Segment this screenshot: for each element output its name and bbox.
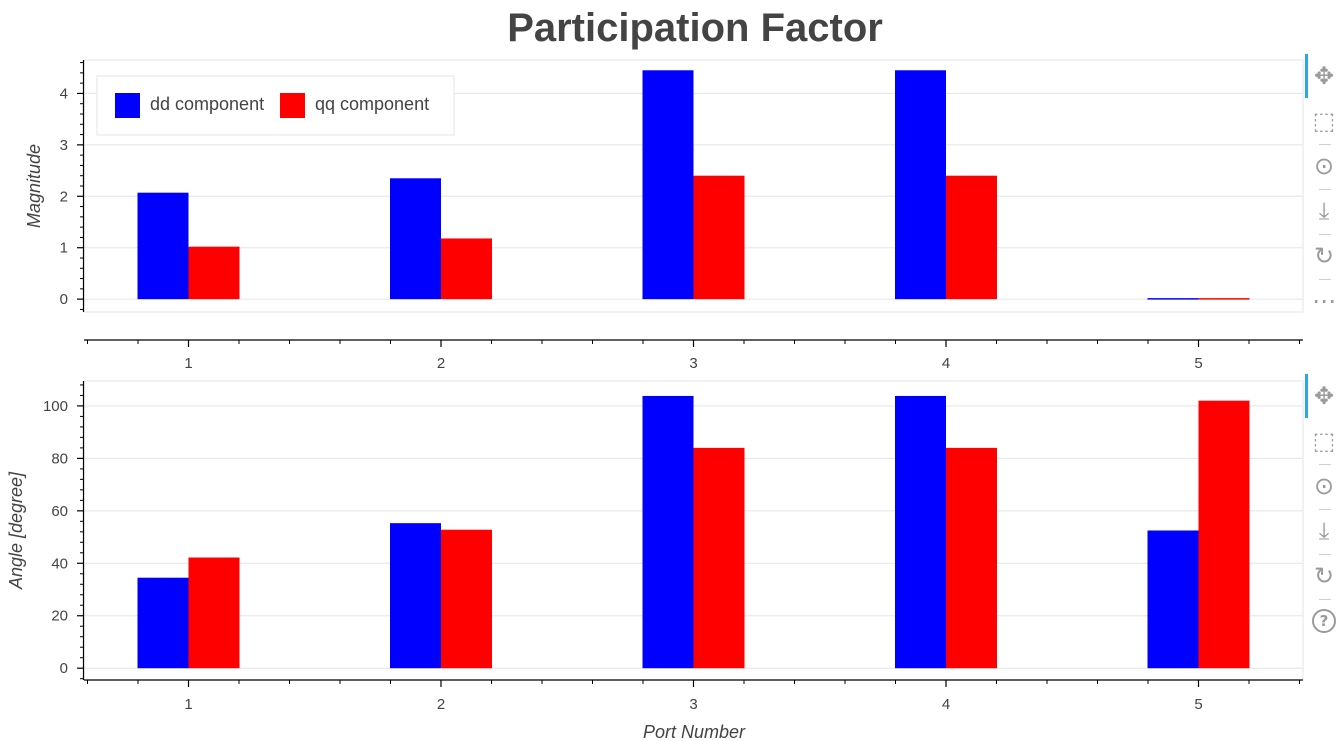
bar-dd-port-5 xyxy=(1147,530,1199,669)
y-tick-label: 3 xyxy=(60,137,68,154)
y-tick-label: 60 xyxy=(51,503,68,520)
y-tick-label: 4 xyxy=(60,85,68,102)
bar-qq-port-1 xyxy=(188,557,240,669)
chart-panel-2: 0 20 40 60 80 100 1 2 3 4 5 Angle [degree] Port Numb… xyxy=(6,380,1304,741)
y-tick-label: 80 xyxy=(51,450,68,467)
toolbar-bottom: ✥ ⬚ ⊙ ⤓ ↻? xyxy=(1305,374,1343,658)
help-icon[interactable]: ? xyxy=(1305,603,1343,639)
bar-qq-port-5 xyxy=(1198,298,1250,300)
y-tick-label: 20 xyxy=(51,608,68,625)
y-tick-label: 0 xyxy=(60,291,68,308)
reset-icon[interactable]: ↻ xyxy=(1313,242,1335,270)
bar-qq-port-2 xyxy=(441,238,492,300)
pan-icon[interactable]: ✥ xyxy=(1313,62,1335,90)
bar-qq-port-3 xyxy=(693,447,745,669)
bar-qq-port-2 xyxy=(441,529,492,669)
active-tool-indicator xyxy=(1305,54,1308,98)
x-tick-label: 1 xyxy=(184,696,192,713)
reset-icon[interactable]: ↻ xyxy=(1313,562,1335,590)
bar-dd-port-4 xyxy=(895,70,946,300)
y-tick-label: 40 xyxy=(51,555,68,572)
wheel-zoom-icon[interactable]: ⊙ xyxy=(1313,472,1335,500)
y-tick-label: 1 xyxy=(60,240,68,257)
pan-icon[interactable]: ✥ xyxy=(1313,382,1335,410)
y-tick-label: 0 xyxy=(60,660,68,677)
toolbar-separator xyxy=(1319,144,1331,145)
toolbar-separator xyxy=(1319,509,1331,510)
x-tick-label: 3 xyxy=(689,696,697,713)
more-icon[interactable]: ⋯ xyxy=(1312,287,1336,315)
toolbar-separator xyxy=(1319,599,1331,600)
box-zoom-icon[interactable]: ⬚ xyxy=(1312,107,1336,135)
save-icon[interactable]: ⤓ xyxy=(1318,517,1330,545)
legend-label-qq: qq component xyxy=(315,94,429,114)
x-tick-label: 4 xyxy=(942,355,950,372)
legend-swatch-dd xyxy=(115,93,140,118)
bar-qq-port-4 xyxy=(946,447,997,669)
toolbar-separator xyxy=(1319,234,1331,235)
y-axis-label: Angle [degree] xyxy=(6,471,26,590)
bar-qq-port-5 xyxy=(1198,400,1250,669)
bar-dd-port-5 xyxy=(1147,298,1199,300)
active-tool-indicator xyxy=(1305,374,1308,418)
toolbar-separator xyxy=(1319,189,1331,190)
legend-label-dd: dd component xyxy=(150,94,264,114)
box-zoom-icon[interactable]: ⬚ xyxy=(1312,427,1336,455)
bar-dd-port-4 xyxy=(895,395,946,669)
toolbar-top: ✥ ⬚ ⊙ ⤓ ↻ ⋯ xyxy=(1305,54,1343,318)
chart-title: Participation Factor xyxy=(507,6,883,50)
x-tick-label: 2 xyxy=(437,696,445,713)
bar-qq-port-3 xyxy=(693,175,745,300)
toolbar-separator xyxy=(1319,464,1331,465)
bar-dd-port-2 xyxy=(390,178,441,300)
toolbar-separator xyxy=(1319,279,1331,280)
x-tick-label: 4 xyxy=(942,696,950,713)
legend-box xyxy=(96,75,455,136)
x-tick-label: 5 xyxy=(1194,355,1202,372)
x-tick-label: 1 xyxy=(184,355,192,372)
x-tick-label: 5 xyxy=(1194,696,1202,713)
save-icon[interactable]: ⤓ xyxy=(1318,197,1330,225)
y-tick-label: 2 xyxy=(60,188,68,205)
toolbar-separator xyxy=(1319,554,1331,555)
y-tick-label: 100 xyxy=(43,398,68,415)
bar-dd-port-1 xyxy=(137,577,189,669)
x-axis-label: Port Number xyxy=(643,722,746,741)
bar-dd-port-3 xyxy=(642,70,694,300)
y-axis-label: Magnitude xyxy=(24,144,44,228)
x-tick-label: 3 xyxy=(689,355,697,372)
wheel-zoom-icon[interactable]: ⊙ xyxy=(1313,152,1335,180)
legend-swatch-qq xyxy=(280,93,305,118)
bar-dd-port-3 xyxy=(642,395,694,669)
bar-dd-port-1 xyxy=(137,192,189,300)
bar-qq-port-4 xyxy=(946,175,997,300)
bar-qq-port-1 xyxy=(188,246,240,300)
legend: dd component qq component xyxy=(96,75,455,136)
bar-dd-port-2 xyxy=(390,523,441,669)
x-tick-label: 2 xyxy=(437,355,445,372)
